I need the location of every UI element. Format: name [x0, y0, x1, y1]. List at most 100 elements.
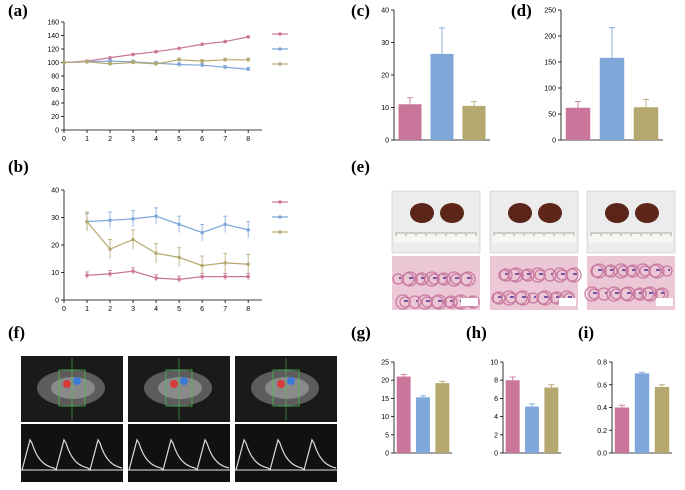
- tubule: [437, 272, 451, 286]
- nucleus: [567, 295, 571, 299]
- tubule: [498, 269, 510, 281]
- tubule: [584, 286, 600, 302]
- nucleus: [592, 291, 596, 295]
- nucleus: [614, 291, 618, 295]
- x-tick-label: 8: [246, 306, 250, 313]
- bar-con: [505, 380, 520, 453]
- chart-i: 0.0 0.2 0.4 0.6 0.8: [597, 360, 672, 458]
- series-line-con: [86, 270, 249, 280]
- data-point-con: [154, 49, 158, 54]
- doppler-flow-red: [170, 380, 178, 388]
- tubule: [648, 264, 662, 278]
- data-point-dn: [131, 217, 135, 221]
- x-tick-label: 6: [200, 306, 204, 313]
- panel-label-h: (h): [466, 323, 487, 342]
- bar-con: [398, 104, 422, 140]
- data-point-con: [223, 274, 227, 279]
- x-tick-label: 1: [85, 136, 89, 143]
- nucleus: [449, 299, 453, 303]
- y-tick-label: 140: [47, 33, 59, 40]
- data-point-dn: [223, 65, 227, 70]
- y-tick-label: 150: [544, 60, 556, 67]
- x-tick-label: 5: [177, 306, 181, 313]
- nucleus: [427, 299, 431, 303]
- nucleus: [405, 299, 409, 303]
- nucleus: [543, 295, 547, 299]
- tubule: [430, 295, 444, 309]
- gross-photo: [391, 190, 481, 254]
- data-point-con: [223, 39, 227, 44]
- data-point-dn: [200, 63, 204, 67]
- y-tick-label: 4: [494, 414, 498, 421]
- tubule: [415, 272, 429, 286]
- y-tick-label: 8: [494, 378, 498, 385]
- gross-photo: [489, 190, 579, 254]
- nucleus: [631, 268, 635, 272]
- y-tick-label: 0: [494, 451, 498, 458]
- data-point-con: [85, 273, 89, 278]
- data-point-dapa: [131, 237, 135, 242]
- tubule: [507, 268, 521, 282]
- nucleus: [526, 272, 530, 276]
- nucleus: [626, 291, 630, 295]
- tubule: [625, 265, 637, 277]
- data-point-dn: [154, 214, 158, 218]
- scale-bar-box: [559, 298, 576, 306]
- kidney-echo-core: [51, 377, 95, 399]
- bar-dn: [430, 53, 454, 140]
- nucleus: [442, 276, 446, 280]
- data-point-dn: [200, 230, 204, 235]
- y-tick-label: 120: [47, 47, 59, 54]
- doppler-waveform: [128, 438, 230, 472]
- nucleus: [538, 272, 542, 276]
- data-point-dapa: [85, 60, 89, 64]
- tubule: [392, 273, 404, 285]
- data-point-dapa: [108, 62, 112, 66]
- nucleus: [437, 299, 441, 303]
- nucleus: [562, 272, 566, 276]
- bar-dn: [599, 57, 625, 141]
- panel-f-images: [21, 356, 337, 482]
- doppler-flow-blue: [180, 377, 188, 385]
- y-tick-label: 0: [552, 138, 556, 145]
- panel-label-b: (b): [8, 157, 29, 176]
- kidney: [410, 203, 434, 223]
- nucleus: [403, 299, 407, 303]
- nucleus: [628, 291, 632, 295]
- data-point-con: [154, 276, 158, 280]
- data-point-con: [177, 46, 181, 51]
- scale-bar-box: [656, 298, 673, 306]
- y-tick-label: 0: [55, 128, 59, 135]
- doppler-flow-blue: [73, 377, 81, 385]
- ultrasound-spectrum: [21, 424, 123, 482]
- nucleus: [555, 295, 559, 299]
- nucleus: [545, 295, 549, 299]
- tubule: [401, 272, 415, 286]
- y-tick-label: 0.0: [597, 451, 607, 458]
- y-tick-label: 30: [381, 40, 389, 47]
- y-tick-label: 20: [381, 73, 389, 80]
- nucleus: [497, 295, 501, 299]
- panel-label-a: (a): [8, 1, 28, 20]
- data-point-dapa: [154, 62, 158, 66]
- y-tick-label: 20: [51, 243, 59, 250]
- panel-label-d: (d): [511, 1, 532, 20]
- tubule: [641, 287, 655, 301]
- nucleus: [398, 276, 402, 280]
- nucleus: [454, 276, 458, 280]
- chart-c: 0 10 20 30 40: [381, 8, 490, 145]
- x-tick-label: 1: [85, 306, 89, 313]
- ruler: [589, 232, 673, 243]
- data-point-dn: [108, 218, 112, 223]
- nucleus: [509, 295, 513, 299]
- legend-marker: [278, 32, 282, 36]
- tubule: [590, 264, 604, 278]
- x-tick-label: 2: [108, 136, 112, 143]
- doppler-flow-blue: [287, 377, 295, 385]
- nucleus: [511, 295, 515, 299]
- data-point-dapa: [223, 58, 227, 62]
- y-tick-label: 20: [381, 378, 389, 385]
- y-tick-label: 10: [381, 414, 389, 421]
- bar-dn: [525, 406, 539, 453]
- ruler: [394, 232, 478, 243]
